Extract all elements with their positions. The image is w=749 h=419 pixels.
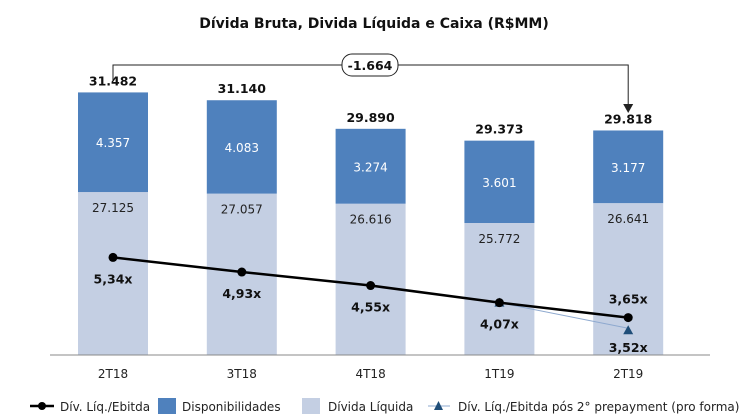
bar-value-label: 26.616 (350, 213, 392, 227)
x-tick-label: 2T19 (613, 367, 643, 381)
bar-disponibilidades (593, 130, 664, 204)
ratio-label: 4,93x (222, 286, 261, 301)
bar-d-vida-l-quida (464, 222, 535, 355)
bar-disponibilidades (206, 100, 277, 194)
bar-value-label: 3.601 (482, 176, 516, 190)
lines-group (108, 252, 634, 335)
legend-label: Disponibilidades (182, 400, 281, 414)
ratio-label: 4,55x (351, 300, 390, 315)
legend-label: Dívida Líquida (328, 400, 413, 414)
bar-d-vida-l-quida (78, 192, 148, 355)
bar-value-label: 27.125 (92, 201, 134, 215)
x-tick-label: 1T19 (484, 367, 514, 381)
ratio-label: 4,07x (480, 317, 519, 332)
bars-group (50, 92, 710, 356)
legend: Dív. Líq./Ebitda Disponibilidades Dívida L… (30, 398, 739, 414)
x-tick-label: 3T18 (227, 367, 257, 381)
arrow-down-icon (623, 104, 634, 113)
proforma-line (499, 302, 629, 329)
total-label: 31.482 (89, 73, 137, 88)
bar-disponibilidades (464, 140, 535, 223)
total-label: 29.890 (346, 110, 395, 125)
total-label: 29.373 (475, 122, 523, 137)
bar-value-label: 4.357 (96, 136, 130, 150)
ratio-label: 3,65x (609, 292, 648, 307)
ratio-point (237, 267, 247, 277)
chart-title: Dívida Bruta, Divida Líquida e Caixa (R$… (199, 16, 549, 32)
legend-label: Dív. Líq./Ebitda (60, 400, 150, 414)
x-tick-label: 4T18 (355, 367, 385, 381)
x-tick-label: 2T18 (98, 367, 128, 381)
bar-value-label: 3.177 (611, 161, 645, 175)
ratio-point (623, 313, 633, 323)
labels-group: 27.125 4.357 31.482 2T18 27.057 4.083 31.140 3T… (89, 53, 652, 381)
bar-value-label: 3.274 (353, 160, 387, 174)
proforma-label: 3,52x (609, 340, 648, 355)
bar-disponibilidades (78, 92, 148, 193)
ratio-point (494, 298, 504, 308)
ratio-label: 5,34x (94, 271, 133, 286)
legend-swatch (158, 398, 176, 414)
total-label: 31.140 (218, 81, 267, 96)
bar-value-label: 26.641 (607, 212, 649, 226)
legend-swatch (302, 398, 320, 414)
bar-value-label: 27.057 (221, 203, 263, 217)
bar-value-label: 4.083 (225, 141, 259, 155)
ratio-point (366, 281, 376, 291)
annotation-label: -1.664 (348, 58, 393, 73)
bar-d-vida-l-quida (335, 203, 406, 355)
bar-disponibilidades (335, 128, 406, 204)
annotation-box (341, 53, 399, 77)
legend-marker (38, 402, 46, 410)
total-label: 29.818 (604, 111, 652, 126)
proforma-marker (623, 325, 634, 335)
ratio-point (108, 252, 118, 262)
legend-label: Dív. Líq./Ebitda pós 2° prepayment (pro … (458, 400, 739, 414)
legend-marker (434, 401, 443, 410)
bar-value-label: 25.772 (478, 232, 520, 246)
